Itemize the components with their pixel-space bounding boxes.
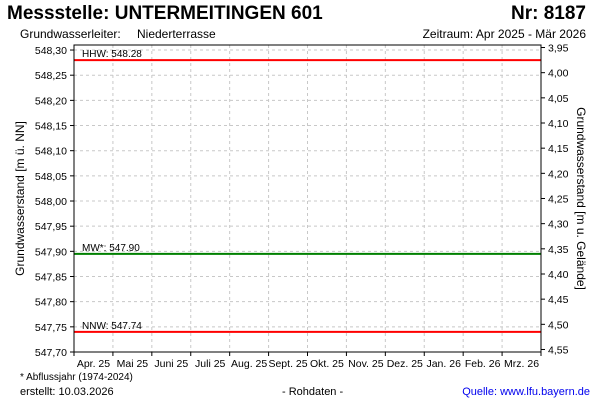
y2-tick-label: 4,35: [548, 244, 569, 256]
x-tick-label: Juni 25: [154, 358, 188, 370]
y-tick-label: 547,90: [35, 246, 67, 258]
y2-tick-label: 4,40: [548, 269, 569, 281]
x-tick-label: Mrz. 26: [504, 358, 539, 370]
y2-tick-label: 4,10: [548, 118, 569, 130]
y-tick-label: 547,70: [35, 347, 67, 359]
x-tick-label: Sept. 25: [268, 358, 307, 370]
station-number: Nr: 8187: [511, 3, 586, 24]
raw-data-note: - Rohdaten -: [282, 386, 344, 398]
x-tick-label: Mai 25: [117, 358, 149, 370]
y-tick-label: 548,05: [35, 171, 67, 183]
y-tick-label: 547,80: [35, 297, 67, 309]
created-date: erstellt: 10.03.2026: [20, 386, 114, 398]
mw-label: MW*: 547.90: [82, 243, 140, 254]
y-tick-label: 547,75: [35, 322, 67, 334]
x-tick-label: Dez. 25: [387, 358, 423, 370]
nnw-label: NNW: 547.74: [82, 321, 142, 332]
y2-tick-label: 4,55: [548, 344, 569, 356]
tick-marks: [70, 47, 545, 356]
y-tick-label: 548,00: [35, 196, 67, 208]
y-tick-label: 548,20: [35, 95, 67, 107]
y2-tick-label: 4,30: [548, 219, 569, 231]
station-title: Messstelle: UNTERMEITINGEN 601: [7, 3, 323, 24]
y2-tick-label: 4,15: [548, 143, 569, 155]
x-tick-label: Nov. 25: [348, 358, 384, 370]
aquifer-value: Niederterrasse: [137, 27, 216, 41]
x-tick-label: Aug. 25: [231, 358, 267, 370]
y-tick-label: 547,95: [35, 221, 67, 233]
y2-tick-label: 4,20: [548, 168, 569, 180]
period-label: Zeitraum: Apr 2025 - Mär 2026: [422, 27, 586, 41]
source-label: Quelle:: [462, 386, 501, 398]
footnote: * Abflussjahr (1974-2024): [20, 372, 133, 383]
y2-tick-label: 4,50: [548, 319, 569, 331]
x-tick-label: Apr. 25: [77, 358, 110, 370]
y-tick-label: 548,15: [35, 121, 67, 133]
y-axis-title-left: Grundwasserstand [m ü. NN]: [13, 121, 27, 276]
y2-tick-label: 3,95: [548, 43, 569, 55]
hhw-label: HHW: 548.28: [82, 49, 142, 60]
y2-tick-label: 4,25: [548, 194, 569, 206]
x-tick-label: Okt. 25: [310, 358, 344, 370]
y-axis-title-right: Grundwasserstand [m u. Gelände]: [574, 107, 588, 290]
y-tick-label: 548,10: [35, 146, 67, 158]
reference-lines: HHW: 548.28 MW*: 547.90 NNW: 547.74: [74, 49, 541, 333]
y2-tick-label: 4,00: [548, 68, 569, 80]
aquifer-label: Grundwasserleiter:: [20, 27, 121, 41]
x-tick-label: Juli 25: [195, 358, 226, 370]
grid: [74, 45, 541, 353]
y2-tick-label: 4,05: [548, 93, 569, 105]
y2-tick-label: 4,45: [548, 294, 569, 306]
y-tick-label: 548,25: [35, 70, 67, 82]
y-tick-label: 548,30: [35, 45, 67, 57]
y-tick-label: 547,85: [35, 272, 67, 284]
x-tick-label: Feb. 26: [465, 358, 501, 370]
x-tick-label: Jan. 26: [426, 358, 461, 370]
source-link[interactable]: www.lfu.bayern.de: [500, 386, 590, 398]
tick-labels: 547,70 547,75 547,80 547,85 547,90 547,95 548,…: [35, 43, 569, 370]
source-line: Quelle: www.lfu.bayern.de: [462, 386, 590, 398]
